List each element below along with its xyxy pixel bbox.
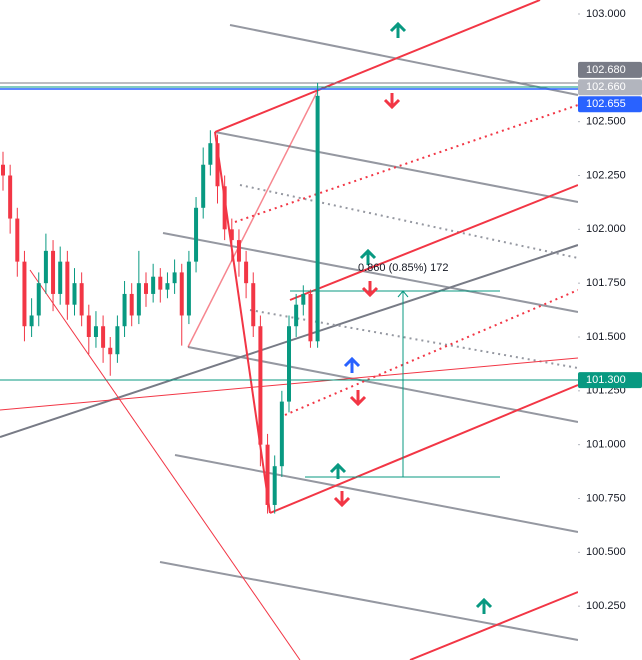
price-tag-label: 102.680 — [586, 64, 626, 76]
candle-body — [151, 276, 156, 294]
y-tick-label: 101.750 — [586, 277, 626, 289]
y-tick-label: 101.000 — [586, 439, 626, 451]
price-tag-label: 102.655 — [586, 98, 626, 110]
price-tag — [578, 61, 642, 78]
price-tag — [578, 372, 642, 389]
candle-body — [265, 444, 270, 505]
candle-body — [272, 466, 277, 505]
candle-body — [251, 283, 256, 327]
candle-body — [136, 283, 141, 316]
price-tag — [578, 79, 642, 96]
candle-body — [58, 261, 63, 294]
candle-body — [301, 293, 306, 305]
candle-body — [144, 283, 148, 294]
candle-body — [22, 261, 27, 327]
candle-body — [279, 401, 284, 467]
candle-body — [201, 164, 206, 208]
candle-body — [65, 261, 70, 305]
candle-body — [101, 326, 106, 348]
candle-body — [179, 272, 184, 316]
candle-body — [287, 326, 291, 402]
candles — [1, 82, 320, 514]
candle-body — [158, 276, 163, 290]
candle-body — [43, 250, 48, 284]
candle-body — [36, 283, 41, 316]
candle-body — [165, 283, 170, 290]
candle-body — [186, 261, 191, 316]
candle-body — [51, 250, 56, 294]
signal-arrows — [329, 21, 493, 614]
candle-body — [308, 293, 313, 342]
candle-body — [1, 164, 5, 176]
candle-body — [215, 143, 220, 187]
candle-body — [294, 304, 299, 327]
candle-body — [229, 229, 234, 241]
candle-body — [108, 347, 113, 355]
candle-body — [258, 326, 263, 445]
candle-body — [15, 218, 20, 262]
y-tick-label: 103.000 — [586, 8, 626, 20]
price-tag-label: 101.300 — [586, 374, 626, 386]
candle-body — [172, 272, 177, 284]
candle-body — [72, 283, 77, 305]
candle-body — [244, 261, 249, 284]
y-tick-label: 102.250 — [586, 169, 626, 181]
candle-body — [86, 315, 91, 337]
candle-body — [93, 326, 98, 337]
candle-body — [8, 175, 13, 219]
candle-body — [129, 293, 134, 316]
candle-body — [122, 293, 127, 327]
price-tag-label: 102.660 — [586, 81, 626, 93]
candle-body — [194, 207, 199, 262]
candle-body — [236, 240, 241, 262]
price-tag — [578, 96, 642, 113]
y-tick-label: 102.000 — [586, 223, 626, 235]
candle-body — [115, 326, 120, 355]
candle-body — [315, 95, 320, 342]
y-tick-label: 100.750 — [586, 492, 626, 504]
y-tick-label: 102.500 — [586, 116, 626, 128]
candle-body — [208, 143, 213, 165]
candle-body — [79, 283, 84, 316]
candle-body — [222, 186, 227, 230]
y-tick-label: 100.250 — [586, 600, 626, 612]
y-tick-label: 100.500 — [586, 546, 626, 558]
candle-body — [29, 315, 34, 327]
y-tick-label: 101.500 — [586, 331, 626, 343]
measure-label: 0.860 (0.85%) 172 — [358, 262, 449, 274]
